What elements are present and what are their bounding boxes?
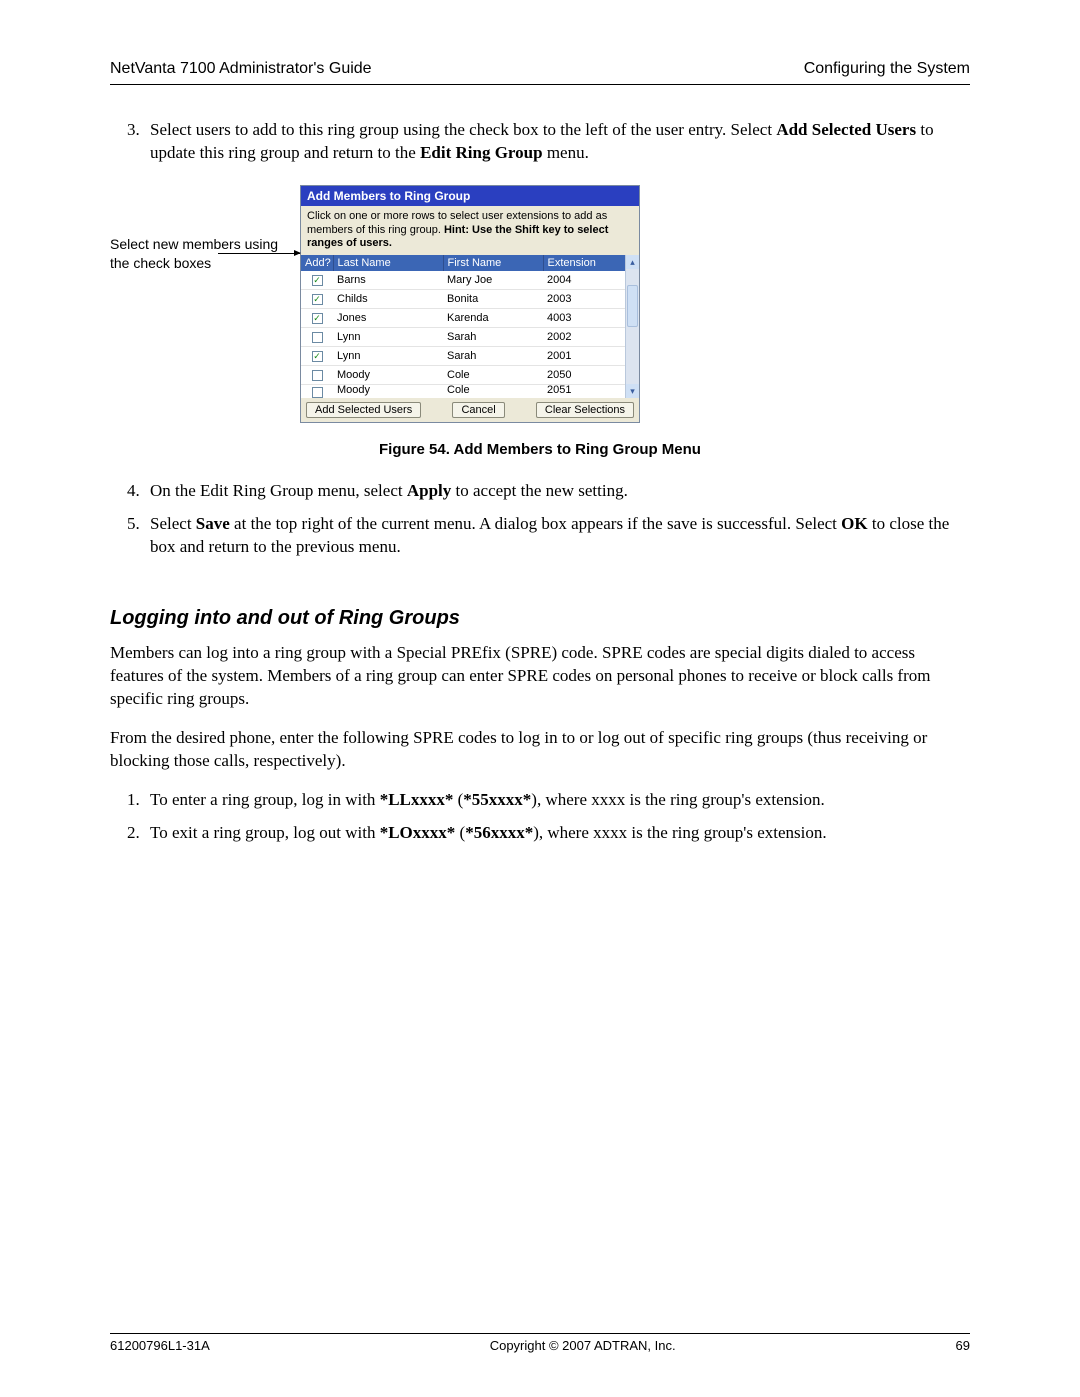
dialog-button-row: Add Selected Users Cancel Clear Selectio… xyxy=(301,398,639,422)
cell-first-name: Sarah xyxy=(443,328,543,347)
cell-extension: 2003 xyxy=(543,290,626,309)
header-left: NetVanta 7100 Administrator's Guide xyxy=(110,60,372,78)
col-first[interactable]: First Name xyxy=(443,255,543,271)
scroll-up-icon[interactable]: ▴ xyxy=(626,255,639,269)
callout-label: Select new members using the check boxes xyxy=(110,185,300,273)
add-checkbox-cell[interactable]: ✓ xyxy=(301,271,333,290)
add-checkbox-cell[interactable] xyxy=(301,328,333,347)
dialog-hint: Click on one or more rows to select user… xyxy=(301,206,639,255)
footer-center: Copyright © 2007 ADTRAN, Inc. xyxy=(490,1338,676,1353)
footer-right: 69 xyxy=(956,1338,970,1353)
running-head: NetVanta 7100 Administrator's Guide Conf… xyxy=(110,60,970,85)
table-row[interactable]: ✓ ChildsBonita2003 xyxy=(301,290,639,309)
cell-extension: 2004 xyxy=(543,271,626,290)
para-2: From the desired phone, enter the follow… xyxy=(110,727,970,773)
cell-last-name: Childs xyxy=(333,290,443,309)
cell-last-name: Moody xyxy=(333,366,443,385)
col-add[interactable]: Add? xyxy=(301,255,333,271)
spre-exit-step: To exit a ring group, log out with *LOxx… xyxy=(144,822,970,845)
step-4: On the Edit Ring Group menu, select Appl… xyxy=(144,480,970,503)
cell-last-name: Barns xyxy=(333,271,443,290)
scroll-down-icon[interactable]: ▾ xyxy=(626,384,639,398)
steps-list-lower: On the Edit Ring Group menu, select Appl… xyxy=(110,480,970,559)
clear-selections-button[interactable]: Clear Selections xyxy=(536,402,634,418)
table-row[interactable]: MoodyCole2051 xyxy=(301,385,639,399)
spre-steps: To enter a ring group, log in with *LLxx… xyxy=(110,789,970,845)
checkbox-icon[interactable]: ✓ xyxy=(312,313,323,324)
table-row[interactable]: ✓ BarnsMary Joe2004 xyxy=(301,271,639,290)
cell-extension: 2050 xyxy=(543,366,626,385)
section-heading: Logging into and out of Ring Groups xyxy=(110,607,970,630)
table-header-row: Add? Last Name First Name Extension xyxy=(301,255,639,271)
members-table-wrap: Add? Last Name First Name Extension ✓ Bar… xyxy=(301,255,639,398)
callout-arrow xyxy=(218,253,300,254)
checkbox-icon[interactable]: ✓ xyxy=(312,275,323,286)
cell-last-name: Jones xyxy=(333,309,443,328)
steps-list-upper: Select users to add to this ring group u… xyxy=(110,119,970,165)
members-table: Add? Last Name First Name Extension ✓ Bar… xyxy=(301,255,639,398)
footer-left: 61200796L1-31A xyxy=(110,1338,210,1353)
add-checkbox-cell[interactable]: ✓ xyxy=(301,309,333,328)
checkbox-icon[interactable]: ✓ xyxy=(312,294,323,305)
add-checkbox-cell[interactable] xyxy=(301,385,333,399)
cell-first-name: Karenda xyxy=(443,309,543,328)
cell-extension: 2051 xyxy=(543,385,626,399)
checkbox-icon[interactable] xyxy=(312,387,323,398)
col-ext[interactable]: Extension xyxy=(543,255,626,271)
cell-first-name: Sarah xyxy=(443,347,543,366)
checkbox-icon[interactable] xyxy=(312,370,323,381)
figure-54: Select new members using the check boxes… xyxy=(110,185,970,423)
add-checkbox-cell[interactable] xyxy=(301,366,333,385)
step-3: Select users to add to this ring group u… xyxy=(144,119,970,165)
cell-extension: 2002 xyxy=(543,328,626,347)
add-checkbox-cell[interactable]: ✓ xyxy=(301,347,333,366)
cell-first-name: Mary Joe xyxy=(443,271,543,290)
para-1: Members can log into a ring group with a… xyxy=(110,642,970,711)
cell-last-name: Lynn xyxy=(333,347,443,366)
cell-first-name: Cole xyxy=(443,366,543,385)
cell-last-name: Lynn xyxy=(333,328,443,347)
cell-first-name: Cole xyxy=(443,385,543,399)
table-row[interactable]: MoodyCole2050 xyxy=(301,366,639,385)
table-row[interactable]: ✓ LynnSarah2001 xyxy=(301,347,639,366)
cell-extension: 2001 xyxy=(543,347,626,366)
header-right: Configuring the System xyxy=(804,60,970,78)
cell-first-name: Bonita xyxy=(443,290,543,309)
step-5: Select Save at the top right of the curr… xyxy=(144,513,970,559)
scrollbar[interactable]: ▴ ▾ xyxy=(625,255,639,398)
page-footer: 61200796L1-31A Copyright © 2007 ADTRAN, … xyxy=(110,1333,970,1353)
add-checkbox-cell[interactable]: ✓ xyxy=(301,290,333,309)
table-row[interactable]: ✓ JonesKarenda4003 xyxy=(301,309,639,328)
add-members-dialog: Add Members to Ring Group Click on one o… xyxy=(300,185,640,423)
dialog-title: Add Members to Ring Group xyxy=(301,186,639,206)
col-last[interactable]: Last Name xyxy=(333,255,443,271)
checkbox-icon[interactable]: ✓ xyxy=(312,351,323,362)
checkbox-icon[interactable] xyxy=(312,332,323,343)
cell-extension: 4003 xyxy=(543,309,626,328)
spre-enter-step: To enter a ring group, log in with *LLxx… xyxy=(144,789,970,812)
add-selected-users-button[interactable]: Add Selected Users xyxy=(306,402,421,418)
figure-caption: Figure 54. Add Members to Ring Group Men… xyxy=(110,441,970,458)
cancel-button[interactable]: Cancel xyxy=(452,402,504,418)
scroll-thumb[interactable] xyxy=(627,285,638,327)
cell-last-name: Moody xyxy=(333,385,443,399)
table-row[interactable]: LynnSarah2002 xyxy=(301,328,639,347)
